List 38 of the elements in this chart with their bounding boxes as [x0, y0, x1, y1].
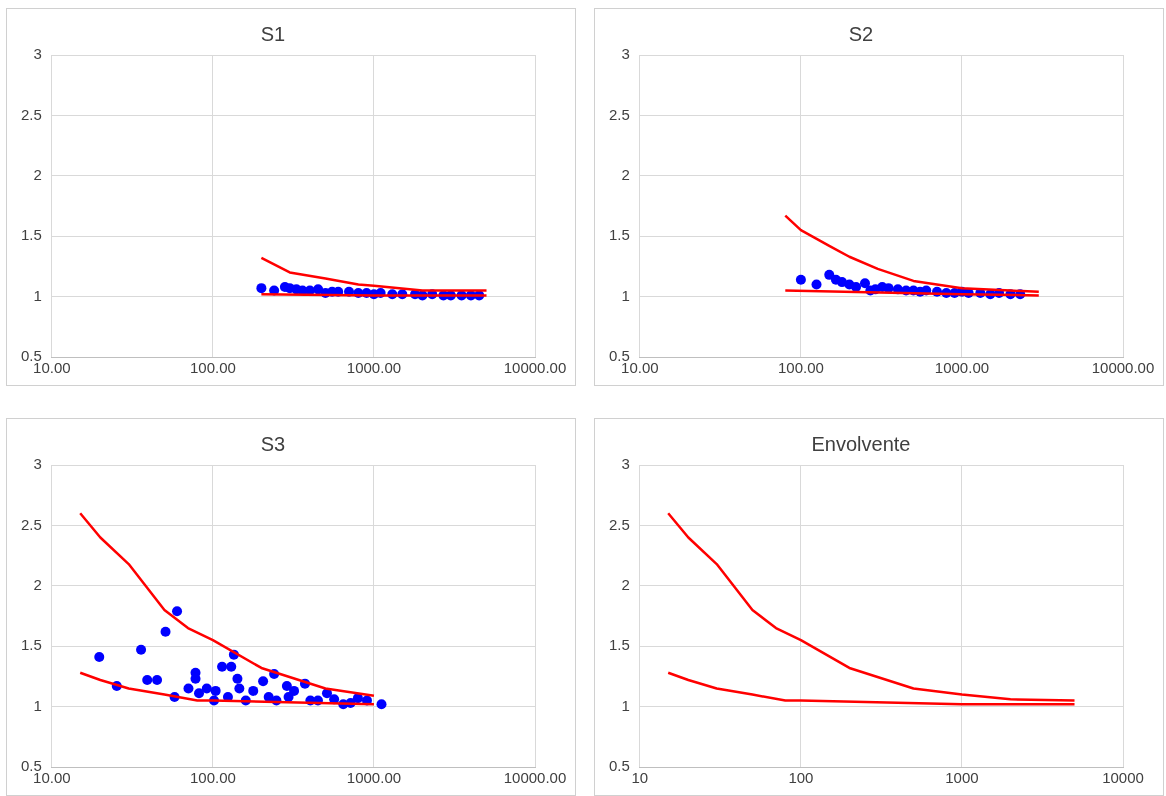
x-tick-label: 1000.00 — [934, 359, 990, 377]
y-tick-label: 2.5 — [20, 105, 42, 123]
chart-title: S3 — [260, 432, 286, 455]
x-tick-label: 1000.00 — [346, 769, 402, 787]
x-tick-label: 10000.00 — [503, 769, 567, 787]
chart-title: S2 — [848, 22, 874, 45]
x-tick-label: 10000 — [1102, 769, 1144, 787]
chart-title: S1 — [260, 22, 286, 45]
y-tick-label: 1.5 — [20, 226, 42, 244]
x-tick-label: 100.00 — [189, 359, 236, 377]
x-tick-label: 1000.00 — [346, 359, 402, 377]
y-tick-label: 3 — [621, 455, 630, 473]
y-tick-label: 1 — [33, 286, 42, 304]
y-tick-label: 2 — [33, 575, 42, 593]
y-tick-label: 1.5 — [608, 636, 630, 654]
x-tick-label: 10000.00 — [1091, 359, 1155, 377]
y-tick-label: 1 — [33, 696, 42, 714]
y-tick-label: 1.5 — [20, 636, 42, 654]
y-tick-label: 2.5 — [20, 515, 42, 533]
y-tick-label: 3 — [33, 455, 42, 473]
y-tick-label: 3 — [621, 45, 630, 63]
y-tick-label: 1 — [621, 696, 630, 714]
chart-title: Envolvente — [811, 432, 911, 455]
y-tick-label: 2.5 — [608, 515, 630, 533]
x-tick-label: 100 — [788, 769, 814, 787]
y-tick-label: 2 — [621, 575, 630, 593]
x-tick-label: 10000.00 — [503, 359, 567, 377]
y-tick-label: 0.5 — [608, 757, 630, 775]
y-tick-label: 2.5 — [608, 105, 630, 123]
y-tick-label: 2 — [33, 165, 42, 183]
y-tick-label: 1.5 — [608, 226, 630, 244]
x-tick-label: 10 — [631, 769, 649, 787]
y-tick-label: 3 — [33, 45, 42, 63]
x-tick-label: 1000 — [945, 769, 979, 787]
y-tick-label: 2 — [621, 165, 630, 183]
x-tick-label: 100.00 — [777, 359, 824, 377]
x-tick-label: 100.00 — [189, 769, 236, 787]
y-tick-label: 1 — [621, 286, 630, 304]
